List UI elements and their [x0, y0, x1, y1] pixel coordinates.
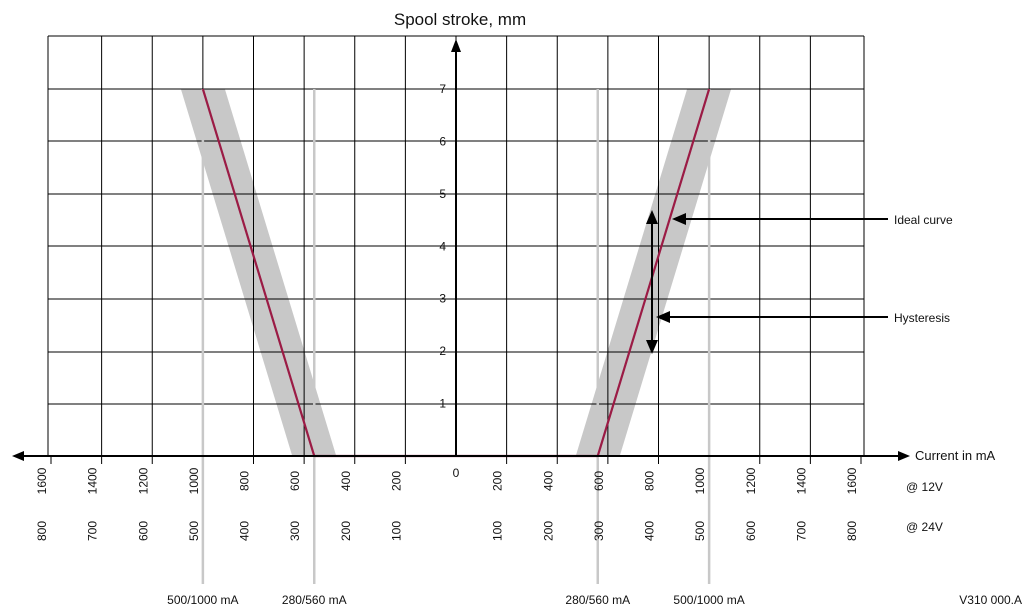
x-axis-label: Current in mA [915, 448, 996, 463]
x-tick-label-24v: 600 [744, 521, 758, 541]
hysteresis-arrowhead [656, 311, 670, 323]
x-tick-label-12v: 1200 [136, 467, 150, 494]
x-tick-label-24v: 500 [187, 521, 201, 541]
x-tick-label-24v: 400 [643, 521, 657, 541]
x-tick-label-24v: 800 [35, 521, 49, 541]
x-tick-label-24v: 700 [86, 521, 100, 541]
x-tick-label-12v: 600 [288, 471, 302, 491]
x-tick-label-24v: 300 [592, 521, 606, 541]
axes [12, 39, 910, 461]
x-tick-label-12v: 1600 [35, 467, 49, 494]
hysteresis-label: Hysteresis [894, 311, 950, 325]
x-tick-labels-24v: 800 700 600 500 400 300 200 100 100 200 300 400 500 6… [35, 521, 859, 541]
x-tick-labels-12v: 1600 1400 1200 1000 800 600 400 200 200 400 600 800… [35, 467, 859, 494]
y-tick-label: 7 [439, 82, 446, 96]
ideal-curve-segment-2 [596, 88, 711, 457]
x-tick-label-12v: 800 [238, 471, 252, 491]
x-tick-label-12v: 1600 [845, 467, 859, 494]
y-tick-label: 1 [439, 397, 446, 411]
row-label-12v: @ 12V [906, 480, 943, 494]
x-tick-label-24v: 300 [288, 521, 302, 541]
x-tick-label-12v: 200 [491, 471, 505, 491]
y-tick-label: 4 [439, 239, 446, 253]
x-tick-label-24v: 400 [238, 521, 252, 541]
x-tick-label-24v: 700 [794, 521, 808, 541]
annotations [646, 210, 888, 354]
y-tick-label: 3 [439, 292, 446, 306]
x-tick-label-12v: 1000 [693, 467, 707, 494]
x-tick-label-12v: 400 [541, 471, 555, 491]
marker-labels: 500/1000 mA 280/560 mA 280/560 mA 500/1000 … [167, 593, 745, 607]
x-tick-label-12v: 800 [643, 471, 657, 491]
origin-label: 0 [453, 466, 460, 480]
x-tick-label-24v: 200 [541, 521, 555, 541]
x-tick-label-24v: 200 [339, 521, 353, 541]
figure-code: V310 000.A [959, 593, 1022, 607]
y-tick-labels: 1 2 3 4 5 6 7 [439, 82, 446, 411]
x-axis-arrow-left [12, 451, 24, 461]
hysteresis-arrow-down [646, 340, 658, 354]
y-tick-label: 6 [439, 134, 446, 148]
x-tick-label-24v: 800 [845, 521, 859, 541]
x-tick-label-24v: 100 [389, 521, 403, 541]
marker-label-0: 500/1000 mA [167, 593, 238, 607]
y-axis-arrow [451, 39, 461, 52]
y-tick-label: 2 [439, 344, 446, 358]
ideal-curve-segment-0 [201, 88, 316, 457]
hysteresis-arrow-up [646, 210, 658, 224]
x-axis-arrow-right [898, 451, 910, 461]
row-label-24v: @ 24V [906, 520, 943, 534]
x-tick-label-24v: 500 [693, 521, 707, 541]
x-tick-label-12v: 1400 [794, 467, 808, 494]
y-tick-label: 5 [439, 187, 446, 201]
x-tick-label-12v: 1400 [86, 467, 100, 494]
chart-title: Spool stroke, mm [394, 10, 526, 29]
x-tick-label-24v: 600 [136, 521, 150, 541]
marker-lines [201, 89, 711, 584]
x-tick-label-12v: 200 [389, 471, 403, 491]
marker-label-1: 280/560 mA [282, 593, 347, 607]
x-tick-label-12v: 1000 [187, 467, 201, 494]
marker-label-3: 500/1000 mA [673, 593, 744, 607]
ideal-curve-arrowhead [672, 213, 686, 225]
x-tick-label-12v: 1200 [744, 467, 758, 494]
x-tick-label-12v: 600 [592, 471, 606, 491]
marker-label-2: 280/560 mA [565, 593, 630, 607]
x-tick-label-12v: 400 [339, 471, 353, 491]
x-tick-label-24v: 100 [491, 521, 505, 541]
ideal-curve-label: Ideal curve [894, 213, 953, 227]
